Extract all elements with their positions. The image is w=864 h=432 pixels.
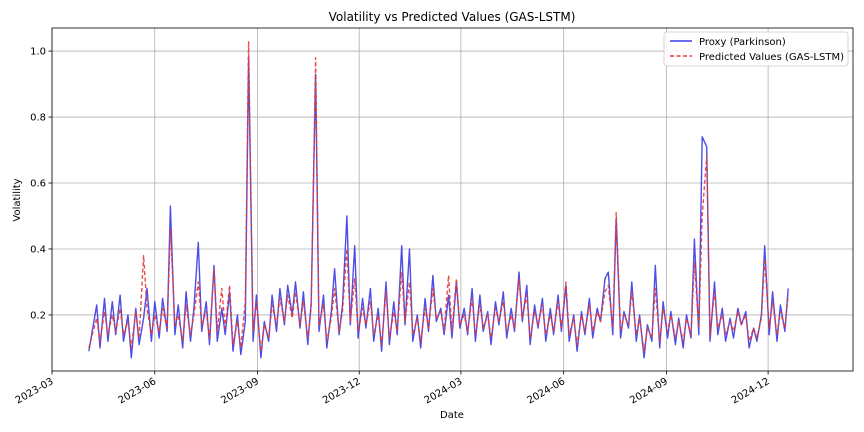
y-tick-label: 0.2 <box>30 310 46 321</box>
legend-label-proxy: Proxy (Parkinson) <box>699 37 786 48</box>
legend: Proxy (Parkinson) Predicted Values (GAS-… <box>663 31 849 67</box>
series-line-predicted <box>88 40 789 352</box>
plot-area-frame <box>51 27 854 372</box>
legend-box <box>663 31 849 67</box>
y-tick-label: 1.0 <box>30 47 46 58</box>
x-axis-label: Date <box>440 410 464 421</box>
y-tick-label: 0.6 <box>30 179 46 190</box>
y-axis-ticks: 0.2 0.4 0.6 0.8 1.0 <box>30 47 52 321</box>
series-lines <box>88 40 789 359</box>
y-tick-label: 0.8 <box>30 113 46 124</box>
y-tick-label: 0.4 <box>30 244 46 255</box>
legend-label-predicted: Predicted Values (GAS-LSTM) <box>699 52 844 63</box>
chart-title: Volatility vs Predicted Values (GAS-LSTM… <box>329 10 576 24</box>
y-axis-label: Volatility <box>12 178 23 221</box>
